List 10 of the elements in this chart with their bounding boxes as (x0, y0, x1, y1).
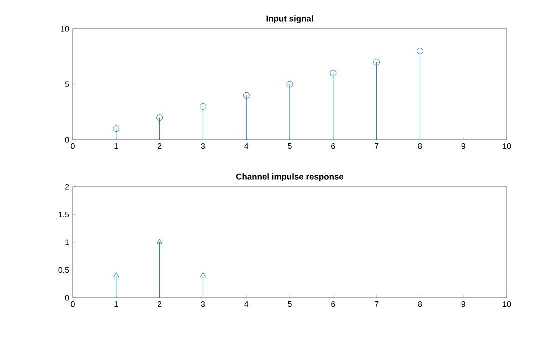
chart-title: Input signal (266, 16, 314, 24)
point (243, 92, 250, 99)
point (286, 81, 294, 88)
point (156, 114, 164, 122)
point (200, 103, 206, 110)
point (330, 70, 337, 77)
point (113, 126, 120, 132)
point (416, 48, 424, 54)
chart-title: Channel impulse response (236, 174, 344, 182)
point (374, 59, 380, 66)
